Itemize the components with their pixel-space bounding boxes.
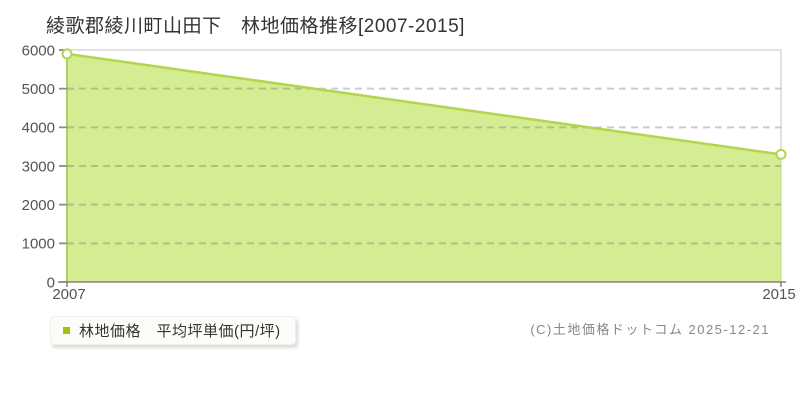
legend-label: 林地価格 平均坪単価(円/坪) <box>79 323 281 340</box>
y-axis-label: 5000 <box>22 81 55 98</box>
price-line <box>66 52 782 156</box>
x-axis-label: 2007 <box>52 286 85 303</box>
chart-title: 綾歌郡綾川町山田下 林地価格推移[2007-2015] <box>46 16 465 37</box>
legend: 林地価格 平均坪単価(円/坪) <box>50 316 296 345</box>
y-axis-label: 4000 <box>22 120 55 137</box>
y-axis-label: 0 <box>47 274 55 291</box>
y-axis-label: 6000 <box>22 42 55 59</box>
copyright-notice: (C)土地価格ドットコム 2025-12-21 <box>530 322 770 337</box>
y-axis-label: 2000 <box>22 197 55 214</box>
data-point-marker <box>61 48 73 60</box>
y-axis-label: 3000 <box>22 158 55 175</box>
x-axis-label: 2015 <box>762 286 795 303</box>
area-fill <box>67 53 781 282</box>
legend-marker-icon <box>63 327 70 334</box>
data-point-marker <box>775 148 787 160</box>
y-axis-label: 1000 <box>22 236 55 253</box>
